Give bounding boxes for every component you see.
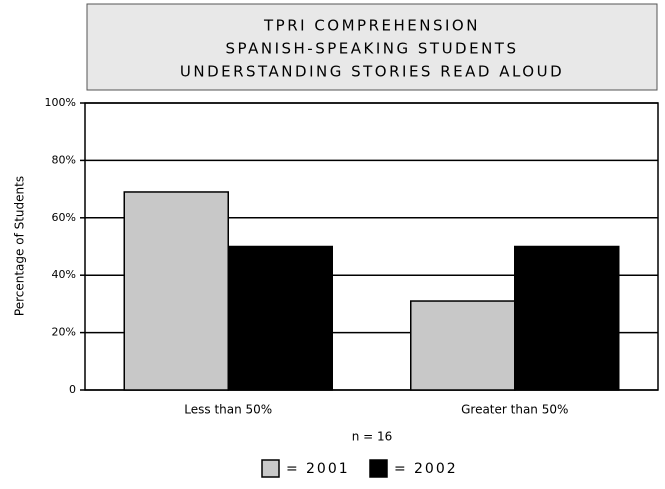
chart-title: SPANISH-SPEAKING STUDENTS — [225, 40, 518, 58]
y-tick-label: 100% — [45, 96, 76, 109]
y-tick-label: 80% — [52, 153, 76, 166]
bar — [410, 300, 516, 391]
y-tick-label: 0 — [69, 383, 76, 396]
annotation: n = 16 — [352, 430, 393, 444]
title-box — [86, 3, 658, 91]
legend-label: 2001 — [306, 461, 350, 477]
legend-separator: = — [394, 461, 408, 477]
legend-swatch — [369, 459, 388, 478]
y-tick-label: 40% — [52, 268, 76, 281]
chart-title: UNDERSTANDING STORIES READ ALOUD — [180, 63, 564, 81]
legend-label: 2002 — [414, 461, 458, 477]
x-tick-label: Less than 50% — [184, 403, 272, 417]
bar — [227, 245, 333, 391]
legend-swatch — [261, 459, 280, 478]
y-tick-label: 60% — [52, 211, 76, 224]
y-tick-label: 20% — [52, 326, 76, 339]
x-tick-label: Greater than 50% — [461, 403, 568, 417]
y-axis-label: Percentage of Students — [13, 176, 27, 316]
bar — [123, 191, 229, 391]
bar — [514, 245, 620, 391]
chart-title: TPRI COMPREHENSION — [263, 17, 480, 35]
legend-separator: = — [286, 461, 300, 477]
